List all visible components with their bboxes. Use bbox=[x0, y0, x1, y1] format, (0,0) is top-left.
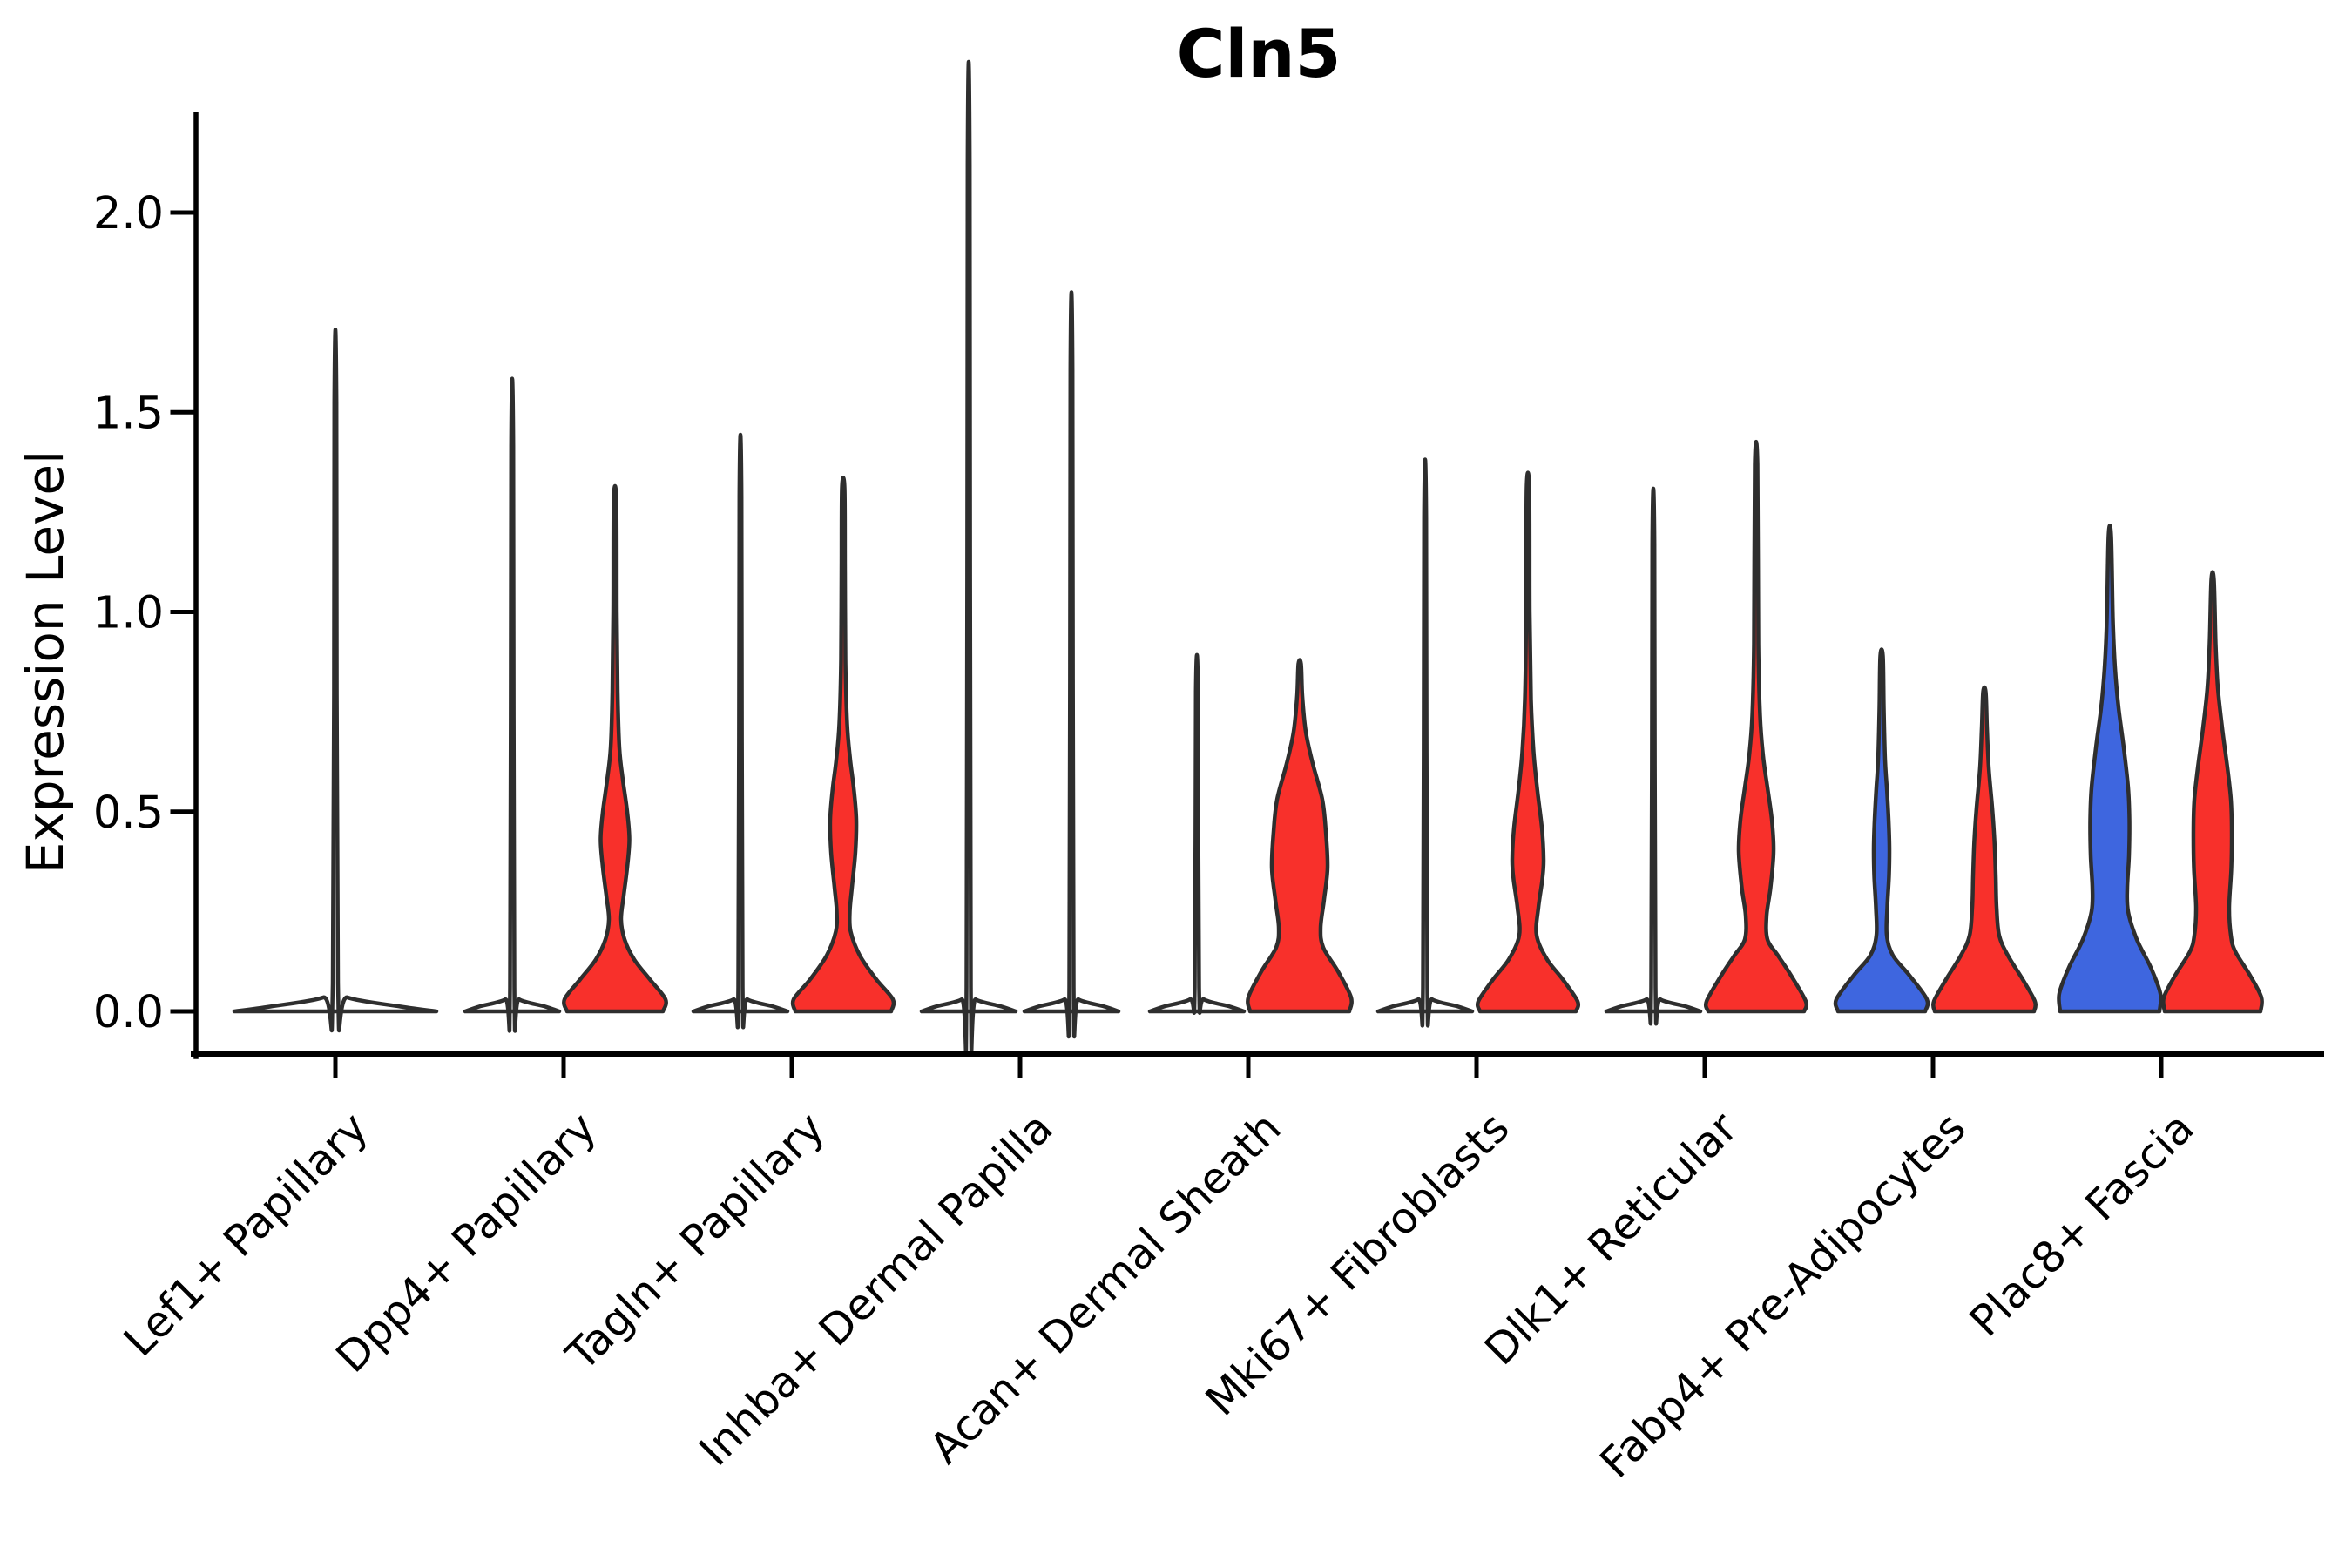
violin-acan-dermal-sheath-left bbox=[1147, 652, 1247, 1015]
violin-fabp4-pre-adipocytes-left bbox=[1833, 647, 1930, 1014]
y-tick-label: 0.5 bbox=[93, 787, 164, 839]
violin-mki67-fibroblasts-right bbox=[1475, 470, 1581, 1014]
violin-plac8-fascia-left bbox=[2057, 524, 2163, 1014]
y-tick-label: 1.5 bbox=[93, 388, 164, 439]
x-tick-label-1: Lef1+ Papillary bbox=[114, 1103, 377, 1366]
violin-lef1-papillary-center bbox=[232, 328, 439, 1033]
y-tick-label: 0.0 bbox=[93, 987, 164, 1038]
violins-layer bbox=[232, 59, 2264, 1054]
violin-inhba-dermal-papilla-left bbox=[919, 59, 1018, 1054]
violin-dpp4-papillary-right bbox=[562, 483, 668, 1014]
violin-tagln-papillary-right bbox=[790, 476, 896, 1014]
violin-fabp4-pre-adipocytes-right bbox=[1930, 685, 2038, 1014]
y-tick-label: 2.0 bbox=[93, 188, 164, 240]
violin-plac8-fascia-right bbox=[2161, 570, 2264, 1014]
y-axis-label: Expression Level bbox=[16, 450, 75, 874]
chart-title: Cln5 bbox=[1177, 15, 1342, 92]
x-tick-label-8: Fabp4+ Pre-Adipocytes bbox=[1591, 1103, 1976, 1488]
y-tick-label: 1.0 bbox=[93, 588, 164, 639]
violin-inhba-dermal-papilla-right bbox=[1022, 290, 1121, 1039]
violin-acan-dermal-sheath-right bbox=[1246, 658, 1354, 1014]
violin-dlk1-reticular-right bbox=[1703, 440, 1809, 1014]
x-tick-label-7: Dlk1+ Reticular bbox=[1476, 1103, 1748, 1375]
violin-dpp4-papillary-left bbox=[463, 376, 562, 1033]
violin-tagln-papillary-left bbox=[691, 432, 790, 1030]
violin-dlk1-reticular-left bbox=[1604, 486, 1703, 1026]
x-tick-label-9: Plac8+ Fascia bbox=[1960, 1103, 2203, 1346]
violin-mki67-fibroblasts-left bbox=[1375, 457, 1475, 1028]
